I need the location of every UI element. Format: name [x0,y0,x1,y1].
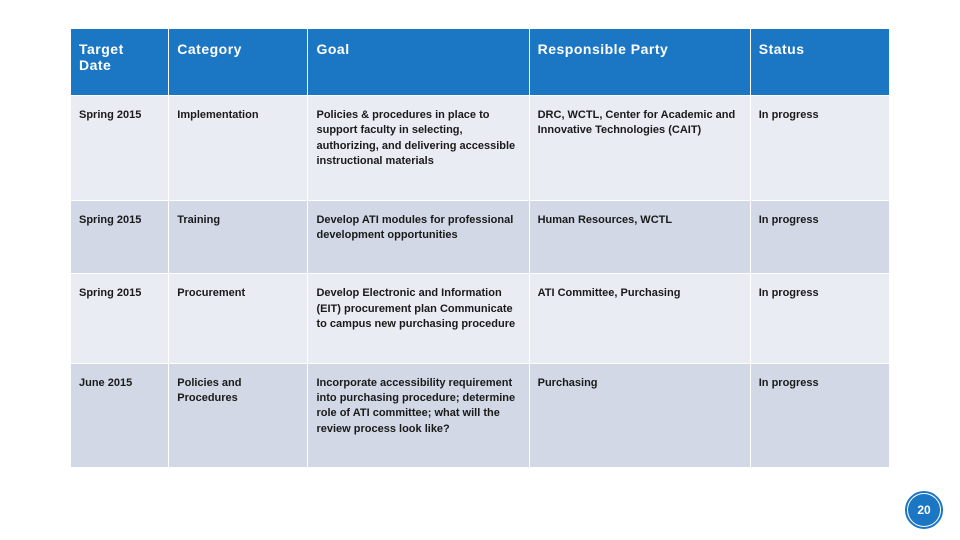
table-row: June 2015Policies and ProceduresIncorpor… [71,363,890,468]
col-header-1: Category [169,29,308,96]
col-header-3: Responsible Party [529,29,750,96]
cell-goal: Incorporate accessibility requirement in… [308,363,529,468]
page-number-text: 20 [917,503,930,517]
table-row: Spring 2015ProcurementDevelop Electronic… [71,274,890,363]
cell-status: In progress [750,274,889,363]
status-table: Target DateCategoryGoalResponsible Party… [70,28,890,468]
cell-status: In progress [750,363,889,468]
table-row: Spring 2015ImplementationPolicies & proc… [71,96,890,201]
cell-category: Training [169,200,308,274]
cell-target_date: Spring 2015 [71,96,169,201]
cell-goal: Policies & procedures in place to suppor… [308,96,529,201]
cell-status: In progress [750,96,889,201]
page-number-badge: 20 [908,494,940,526]
cell-responsible_party: Purchasing [529,363,750,468]
cell-target_date: June 2015 [71,363,169,468]
cell-status: In progress [750,200,889,274]
cell-responsible_party: ATI Committee, Purchasing [529,274,750,363]
cell-category: Procurement [169,274,308,363]
header-row: Target DateCategoryGoalResponsible Party… [71,29,890,96]
cell-responsible_party: DRC, WCTL, Center for Academic and Innov… [529,96,750,201]
cell-responsible_party: Human Resources, WCTL [529,200,750,274]
cell-target_date: Spring 2015 [71,274,169,363]
table-row: Spring 2015TrainingDevelop ATI modules f… [71,200,890,274]
col-header-2: Goal [308,29,529,96]
col-header-4: Status [750,29,889,96]
cell-goal: Develop ATI modules for professional dev… [308,200,529,274]
table-container: Target DateCategoryGoalResponsible Party… [70,28,890,468]
cell-goal: Develop Electronic and Information (EIT)… [308,274,529,363]
cell-category: Policies and Procedures [169,363,308,468]
cell-target_date: Spring 2015 [71,200,169,274]
table-head: Target DateCategoryGoalResponsible Party… [71,29,890,96]
cell-category: Implementation [169,96,308,201]
col-header-0: Target Date [71,29,169,96]
table-body: Spring 2015ImplementationPolicies & proc… [71,96,890,468]
